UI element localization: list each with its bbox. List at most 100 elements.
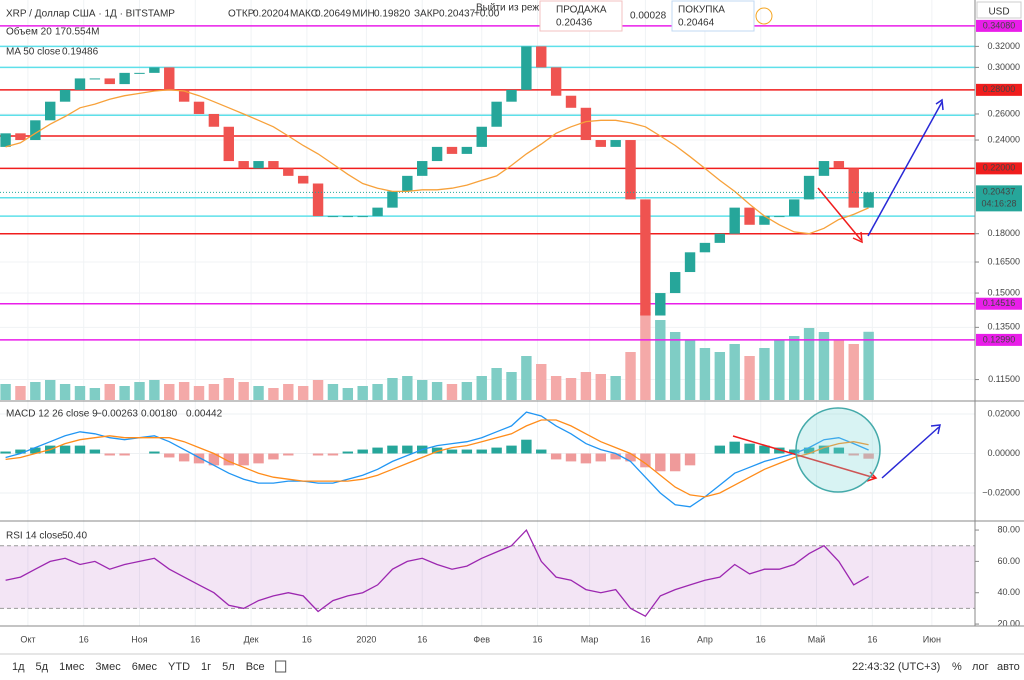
x-tick-label: Июн xyxy=(923,634,941,644)
volume-bar xyxy=(253,386,264,400)
volume-bar xyxy=(193,386,205,400)
range-button[interactable]: YTD xyxy=(168,661,190,673)
range-button[interactable]: 5д xyxy=(36,661,49,673)
volume-bar xyxy=(669,332,681,400)
range-button[interactable]: 1д xyxy=(12,661,25,673)
y-tick-label: 0.18000 xyxy=(987,228,1020,238)
x-tick-label: Дек xyxy=(244,634,259,644)
macd-histogram-bar xyxy=(669,453,681,472)
range-button[interactable]: 5л xyxy=(222,661,235,673)
volume-bar xyxy=(312,380,324,400)
rsi-legend: RSI 14 close xyxy=(6,531,63,542)
x-tick-label: 16 xyxy=(640,634,650,644)
buy-price: 0.20464 xyxy=(678,18,715,29)
range-button[interactable]: 1мес xyxy=(59,661,85,673)
macd-histogram-bar xyxy=(253,453,264,464)
range-button[interactable]: 6мес xyxy=(132,661,158,673)
macd-histogram-bar xyxy=(74,445,86,454)
volume-bar xyxy=(89,388,101,400)
change: +0.00 xyxy=(474,9,500,20)
volume-bar xyxy=(848,344,859,400)
volume-bar xyxy=(774,340,785,400)
x-tick-label: Мар xyxy=(581,634,599,644)
x-tick-label: 16 xyxy=(417,634,427,644)
candle xyxy=(268,161,279,169)
candle xyxy=(699,242,711,253)
candle xyxy=(402,175,413,192)
macd-histogram-bar xyxy=(863,453,874,459)
candle xyxy=(238,161,249,169)
volume-bar xyxy=(327,384,339,400)
arrow-head xyxy=(930,424,941,435)
macd-histogram-bar xyxy=(684,453,696,466)
macd-histogram-bar xyxy=(104,453,115,456)
x-tick-label: 16 xyxy=(533,634,543,644)
volume-bar xyxy=(297,386,309,400)
ohlc-label: МАКС xyxy=(290,9,318,20)
volume-bar xyxy=(59,384,71,400)
macd-histogram-bar xyxy=(803,447,815,454)
sell-button[interactable] xyxy=(539,0,623,32)
volume-bar xyxy=(461,382,473,400)
arrow xyxy=(817,187,862,241)
candle xyxy=(446,146,458,154)
volume-bar xyxy=(699,348,711,400)
candle xyxy=(714,233,726,243)
level-label: 0.14516 xyxy=(983,298,1016,308)
scale-option[interactable]: % xyxy=(952,661,962,673)
calendar-icon[interactable] xyxy=(275,660,287,673)
range-button[interactable]: Все xyxy=(246,661,265,673)
macd-histogram-bar xyxy=(238,453,249,466)
level-label: 0.28000 xyxy=(983,84,1016,94)
candle xyxy=(789,199,800,217)
info-icon[interactable] xyxy=(755,7,773,25)
macd-histogram-bar xyxy=(208,453,220,466)
volume-bar xyxy=(491,368,502,400)
macd-legend-value: 0.00442 xyxy=(186,409,223,420)
macd-line xyxy=(5,411,869,508)
range-button[interactable]: 1г xyxy=(201,661,211,673)
rsi-tick-label: 20.00 xyxy=(997,618,1020,628)
scale-option[interactable]: лог xyxy=(972,661,989,673)
macd-histogram-bar xyxy=(431,447,443,454)
macd-histogram-bar xyxy=(521,439,532,454)
candle xyxy=(759,216,770,225)
volume-bar xyxy=(565,378,577,400)
volume-bar xyxy=(223,378,234,400)
candle xyxy=(431,146,443,162)
macd-histogram-bar xyxy=(446,449,458,454)
macd-histogram-bar xyxy=(342,451,354,454)
macd-histogram-bar xyxy=(223,453,234,466)
exit-hint: Выйти из режима (ESC) xyxy=(476,3,587,14)
candle xyxy=(625,140,636,200)
candle xyxy=(417,161,428,176)
candle xyxy=(580,107,592,141)
candle xyxy=(684,252,696,273)
level-label: 0.34080 xyxy=(983,20,1016,30)
arrow xyxy=(881,426,940,479)
y-tick-label: 0.16500 xyxy=(987,256,1020,266)
x-tick-label: 16 xyxy=(79,634,89,644)
symbol: XRP / Доллар США · 1Д · BITSTAMP xyxy=(6,9,175,20)
scale-option[interactable]: авто xyxy=(997,661,1020,673)
candle xyxy=(506,89,517,102)
candle xyxy=(491,101,502,127)
macd-histogram-bar xyxy=(312,453,324,456)
macd-legend: MACD 12 26 close 9 xyxy=(6,409,98,420)
candle xyxy=(803,175,815,200)
macd-histogram-bar xyxy=(818,445,830,454)
macd-histogram-bar xyxy=(655,453,666,472)
candle xyxy=(15,133,26,141)
rsi-tick-label: 60.00 xyxy=(997,556,1020,566)
volume-bar xyxy=(506,372,517,400)
buy-button[interactable] xyxy=(671,0,755,32)
volume-bar xyxy=(417,380,428,400)
toolbar: 1д 5д 1мес 3мес 6мес YTD 1г 5л Все 22:43:32 (UTC+… xyxy=(12,660,1020,673)
range-button[interactable]: 3мес xyxy=(95,661,121,673)
x-tick-label: 16 xyxy=(190,634,200,644)
volume-bar xyxy=(45,380,56,400)
macd-histogram-bar xyxy=(357,449,368,454)
macd-histogram-bar xyxy=(59,445,71,454)
candle xyxy=(669,272,681,294)
